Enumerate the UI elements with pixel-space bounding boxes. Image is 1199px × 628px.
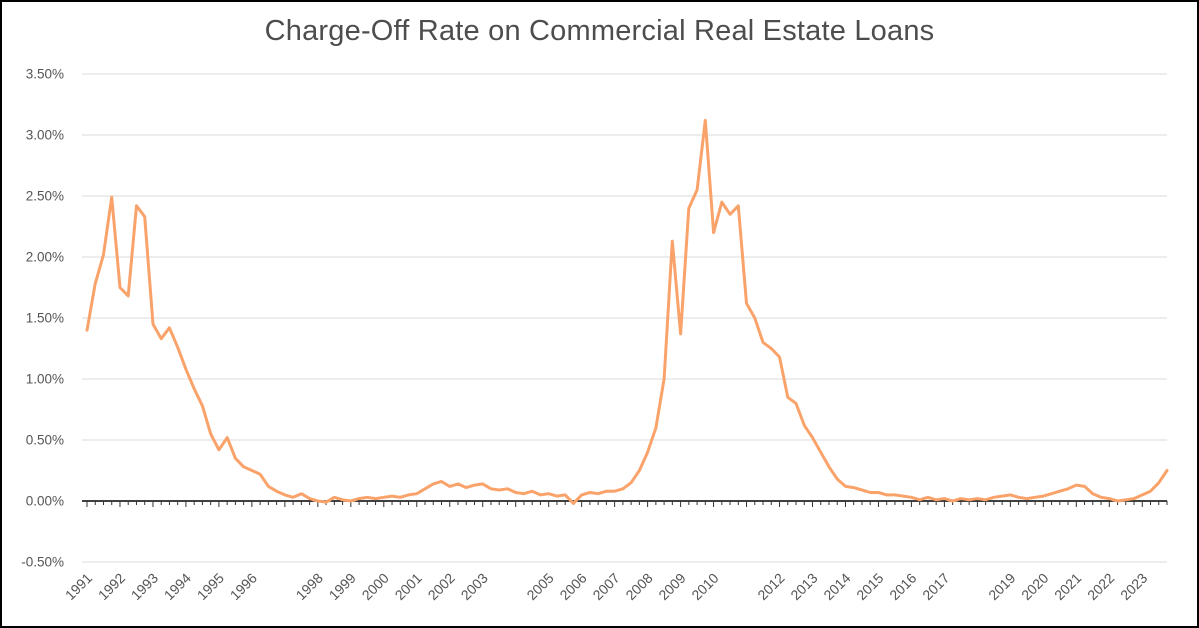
x-axis-label: 1994: [161, 570, 194, 603]
y-axis-label: 3.50%: [26, 67, 64, 82]
x-axis-label: 2022: [1084, 570, 1117, 603]
x-axis-label: 2019: [985, 570, 1018, 603]
x-axis-label: 2002: [425, 570, 458, 603]
x-axis-label: 2005: [523, 570, 556, 603]
x-axis-label: 1992: [95, 570, 128, 603]
y-axis-label: 0.50%: [26, 433, 64, 448]
y-axis-label: 2.00%: [26, 250, 64, 265]
x-axis-label: 1995: [194, 570, 227, 603]
x-axis-label: 2003: [458, 570, 491, 603]
y-axis-label: 0.00%: [26, 494, 64, 509]
x-axis-label: 2020: [1018, 570, 1051, 603]
x-axis-label: 1998: [293, 570, 326, 603]
x-axis-label: 1999: [326, 570, 359, 603]
x-axis-label: 2012: [754, 570, 787, 603]
x-axis-label: 1991: [62, 570, 95, 603]
x-axis-label: 2017: [919, 570, 952, 603]
x-axis-label: 2006: [556, 570, 589, 603]
y-axis-label: 1.00%: [26, 372, 64, 387]
x-axis-label: 2015: [853, 570, 886, 603]
x-axis-label: 2008: [622, 570, 655, 603]
x-axis-label: 2007: [589, 570, 622, 603]
x-axis-label: 2014: [820, 570, 853, 603]
x-axis-label: 2021: [1051, 570, 1084, 603]
x-axis-label: 2009: [655, 570, 688, 603]
y-axis-label: 2.50%: [26, 189, 64, 204]
series-line: [85, 118, 1169, 505]
x-axis-label: 1993: [128, 570, 161, 603]
x-axis-label: 2001: [392, 570, 425, 603]
x-axis-label: 2000: [359, 570, 392, 603]
x-axis-label: 2013: [787, 570, 820, 603]
y-axis-label: -0.50%: [21, 555, 64, 570]
y-axis-label: 3.00%: [26, 128, 64, 143]
x-axis-label: 2010: [688, 570, 721, 603]
y-axis-label: 1.50%: [26, 311, 64, 326]
x-axis-label: 2023: [1117, 570, 1150, 603]
x-axis-label: 1996: [227, 570, 260, 603]
x-axis-label: 2016: [886, 570, 919, 603]
